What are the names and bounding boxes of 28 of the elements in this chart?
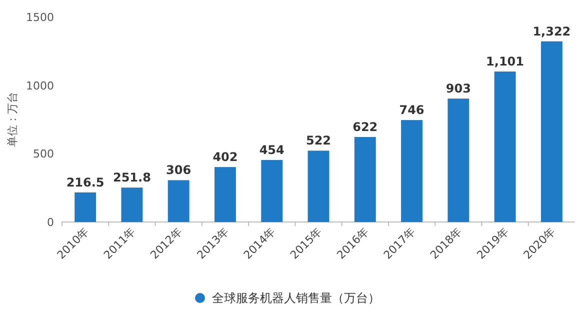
- bar: [401, 120, 422, 222]
- bar: [308, 150, 330, 222]
- y-tick-label: 1000: [26, 79, 54, 92]
- bar: [261, 160, 283, 222]
- data-label: 454: [259, 142, 284, 157]
- data-label: 622: [352, 120, 378, 134]
- data-label: 251.8: [112, 170, 151, 185]
- bar: [214, 167, 236, 222]
- data-label: 1,322: [532, 24, 571, 38]
- bar: [354, 136, 376, 222]
- y-tick-label: 500: [33, 148, 54, 161]
- y-tick-label: 0: [47, 216, 54, 229]
- bar: [448, 98, 470, 222]
- legend-label: 全球服务机器人销售量（万台）: [212, 291, 380, 305]
- data-label: 306: [166, 163, 192, 178]
- data-label: 402: [212, 150, 238, 164]
- bar: [121, 188, 143, 222]
- data-label: 1,101: [486, 54, 524, 69]
- data-label: 522: [306, 134, 332, 148]
- bar: [540, 41, 562, 222]
- bar: [168, 180, 190, 222]
- y-tick-label: 1500: [26, 11, 54, 24]
- data-label: 746: [399, 103, 424, 118]
- y-axis-title: 单位：万台: [6, 92, 19, 147]
- data-label: 216.5: [66, 175, 104, 190]
- bar: [494, 72, 516, 222]
- data-label: 903: [446, 82, 471, 96]
- bar: [74, 192, 96, 222]
